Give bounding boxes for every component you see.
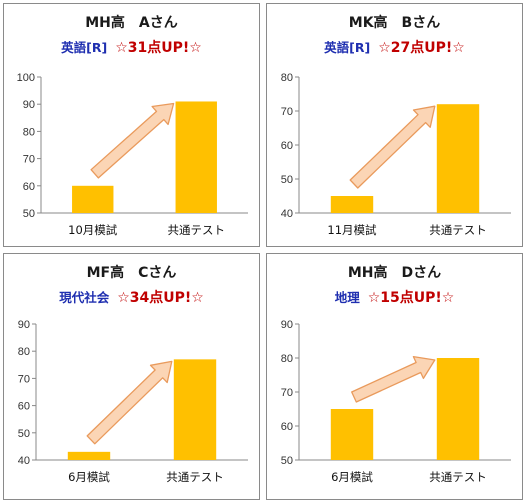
y-tick-label: 70	[23, 154, 35, 166]
subject-label: 英語[R]	[324, 40, 371, 55]
chart-panel-b: MK高 Bさん 英語[R] ☆27点UP!☆ 40 50 60 70 80 11月模試 共通テ…	[266, 3, 523, 247]
y-tick-label: 50	[281, 174, 293, 186]
y-tick-label: 50	[281, 455, 293, 467]
bar-chart-b: 40 50 60 70 80 11月模試 共通テスト	[281, 72, 511, 237]
y-tick-label: 50	[18, 428, 30, 440]
bar	[72, 185, 114, 213]
y-tick-label: 90	[281, 319, 293, 331]
subject-label: 現代社会	[59, 290, 110, 305]
improvement-arrow	[349, 105, 436, 189]
chart-title: MK高 Bさん	[348, 15, 441, 31]
x-category-label: 11月模試	[327, 223, 377, 237]
bar	[175, 101, 217, 213]
bar	[436, 104, 480, 213]
y-tick-label: 90	[18, 319, 30, 331]
score-gain-label: ☆34点UP!☆	[117, 290, 204, 306]
y-tick-label: 50	[23, 208, 35, 220]
bar-chart-c: 40 50 60 70 80 90 6月模試 共通テスト	[18, 319, 248, 484]
chart-panel-a: MH高 Aさん 英語[R] ☆31点UP!☆ 50 60 70 80 90 100 10月模試…	[3, 3, 260, 247]
x-category-label: 6月模試	[68, 470, 110, 484]
x-category-label: 6月模試	[331, 470, 373, 484]
chart-title: MF高 Cさん	[86, 265, 177, 281]
x-category-label: 10月模試	[68, 223, 118, 237]
chart-panel-c: MF高 Cさん 現代社会 ☆34点UP!☆ 40 50 60 70 80 90 6月模試 共通テ…	[3, 253, 260, 500]
score-gain-label: ☆15点UP!☆	[367, 290, 455, 306]
y-tick-label: 100	[17, 72, 35, 84]
y-tick-label: 70	[281, 387, 293, 399]
y-tick-label: 80	[18, 346, 30, 358]
chart-subtitle: 英語[R] ☆27点UP!☆	[267, 37, 522, 57]
chart-title: MH高 Aさん	[85, 15, 178, 31]
x-category-label: 共通テスト	[168, 223, 226, 237]
y-tick-label: 60	[281, 140, 293, 152]
chart-subtitle: 地理 ☆15点UP!☆	[267, 287, 522, 307]
bar	[173, 359, 217, 460]
bar	[67, 451, 111, 460]
y-tick-label: 70	[18, 373, 30, 385]
bar-chart-a: 50 60 70 80 90 100 10月模試 共通テスト	[17, 72, 248, 237]
bar	[330, 196, 374, 213]
x-category-label: 共通テスト	[429, 223, 487, 237]
chart-subtitle: 現代社会 ☆34点UP!☆	[4, 287, 259, 307]
score-gain-label: ☆27点UP!☆	[378, 40, 465, 56]
y-tick-label: 60	[23, 181, 35, 193]
subject-label: 英語[R]	[61, 40, 108, 55]
y-tick-label: 60	[18, 401, 30, 413]
y-tick-label: 90	[23, 99, 35, 111]
x-category-label: 共通テスト	[166, 470, 224, 484]
chart-title: MH高 Dさん	[347, 265, 442, 281]
improvement-arrow	[86, 360, 173, 445]
x-category-label: 共通テスト	[429, 470, 487, 484]
y-tick-label: 80	[281, 353, 293, 365]
y-tick-label: 80	[281, 72, 293, 84]
improvement-arrow	[351, 355, 436, 403]
score-gain-label: ☆31点UP!☆	[115, 40, 202, 56]
bar-chart-d: 50 60 70 80 90 6月模試 共通テスト	[281, 319, 511, 484]
y-tick-label: 80	[23, 126, 35, 138]
y-tick-label: 40	[281, 208, 293, 220]
y-tick-label: 70	[281, 106, 293, 118]
y-tick-label: 40	[18, 455, 30, 467]
chart-panel-d: MH高 Dさん 地理 ☆15点UP!☆ 50 60 70 80 90 6月模試 共通テスト	[266, 253, 523, 500]
y-tick-label: 60	[281, 421, 293, 433]
subject-label: 地理	[334, 290, 360, 305]
chart-subtitle: 英語[R] ☆31点UP!☆	[4, 37, 259, 57]
bar	[330, 409, 374, 460]
improvement-arrow	[90, 102, 175, 179]
bar	[436, 358, 480, 460]
